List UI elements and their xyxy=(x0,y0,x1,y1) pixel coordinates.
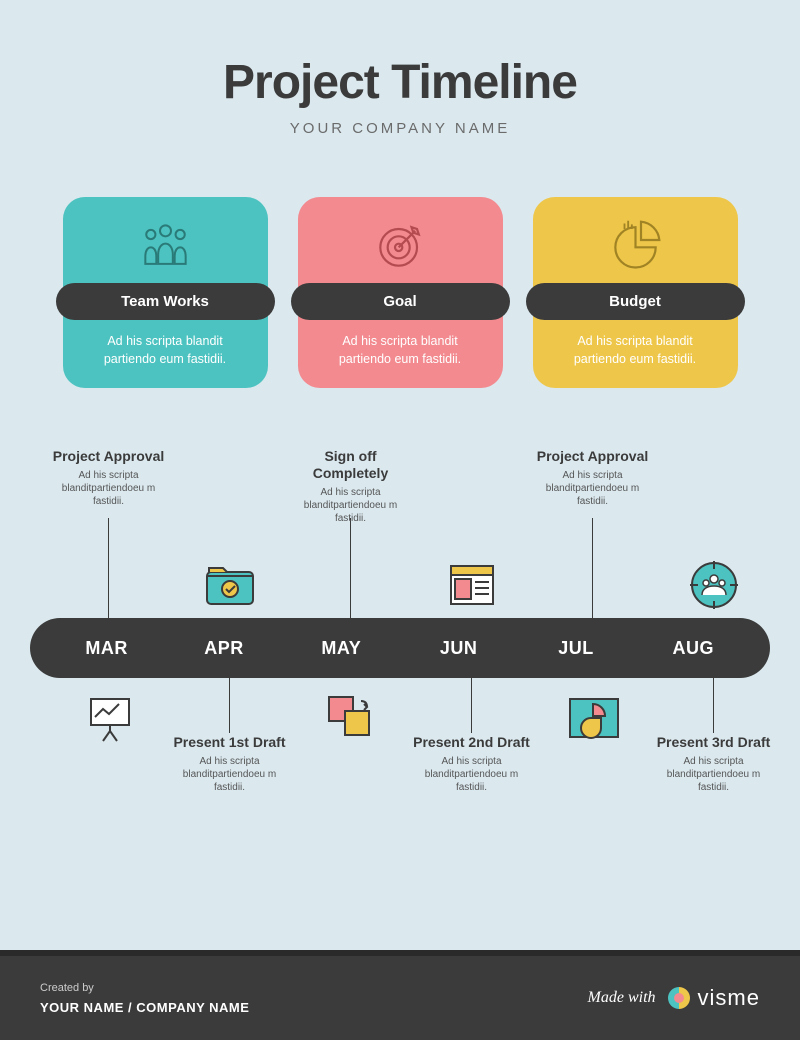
month-label: MAR xyxy=(48,638,165,659)
card-label: Budget xyxy=(526,283,745,320)
card-team-works: Team Works Ad his scripta blandit partie… xyxy=(63,197,268,388)
milestone-bottom: Present 2nd Draft Ad his scripta blandit… xyxy=(409,734,534,794)
card-desc: Ad his scripta blandit partiendo eum fas… xyxy=(78,332,253,368)
milestone-top: Project Approval Ad his scripta blanditp… xyxy=(46,448,171,508)
created-by-label: Created by xyxy=(40,982,249,994)
milestone-desc: Ad his scripta blanditpartiendoeu m fast… xyxy=(46,469,171,508)
document-icon xyxy=(444,560,499,610)
visme-icon xyxy=(666,985,692,1011)
easel-chart-icon xyxy=(82,693,137,743)
milestone-title: Present 1st Draft xyxy=(167,734,292,751)
milestone-title: Present 2nd Draft xyxy=(409,734,534,751)
pie-panel-icon xyxy=(566,693,621,743)
milestone-top: Project Approval Ad his scripta blanditp… xyxy=(530,448,655,508)
header: Project Timeline YOUR COMPANY NAME xyxy=(0,0,800,167)
target-icon xyxy=(313,215,488,275)
connector xyxy=(592,518,593,618)
milestone-desc: Ad his scripta blanditpartiendoeu m fast… xyxy=(288,486,413,525)
milestone-desc: Ad his scripta blanditpartiendoeu m fast… xyxy=(167,755,292,794)
card-label: Team Works xyxy=(56,283,275,320)
visme-logo: visme xyxy=(666,985,760,1011)
target-people-icon xyxy=(686,560,741,610)
connector xyxy=(108,518,109,618)
month-label: JUN xyxy=(400,638,517,659)
summary-cards: Team Works Ad his scripta blandit partie… xyxy=(0,167,800,388)
connector xyxy=(713,678,714,733)
connector xyxy=(229,678,230,733)
milestone-bottom: Present 1st Draft Ad his scripta blandit… xyxy=(167,734,292,794)
timeline: Project Approval Ad his scripta blanditp… xyxy=(30,448,770,828)
visme-text: visme xyxy=(698,985,760,1011)
footer: Created by YOUR NAME / COMPANY NAME Made… xyxy=(0,950,800,1040)
card-desc: Ad his scripta blandit partiendo eum fas… xyxy=(313,332,488,368)
piechart-icon xyxy=(548,215,723,275)
card-goal: Goal Ad his scripta blandit partiendo eu… xyxy=(298,197,503,388)
card-desc: Ad his scripta blandit partiendo eum fas… xyxy=(548,332,723,368)
milestone-desc: Ad his scripta blanditpartiendoeu m fast… xyxy=(530,469,655,508)
footer-brand: Made with visme xyxy=(588,985,760,1011)
connector xyxy=(471,678,472,733)
author-line: YOUR NAME / COMPANY NAME xyxy=(40,1000,249,1015)
milestone-top: Sign off Completely Ad his scripta bland… xyxy=(288,448,413,525)
made-with-label: Made with xyxy=(588,989,656,1007)
milestone-desc: Ad his scripta blanditpartiendoeu m fast… xyxy=(651,755,776,794)
milestone-title: Project Approval xyxy=(530,448,655,465)
people-icon xyxy=(78,215,253,275)
month-label: APR xyxy=(166,638,283,659)
milestone-title: Sign off Completely xyxy=(288,448,413,482)
milestone-title: Present 3rd Draft xyxy=(651,734,776,751)
footer-credits: Created by YOUR NAME / COMPANY NAME xyxy=(40,982,249,1015)
milestone-title: Project Approval xyxy=(46,448,171,465)
months-bar: MAR APR MAY JUN JUL AUG xyxy=(30,618,770,678)
card-label: Goal xyxy=(291,283,510,320)
month-label: MAY xyxy=(283,638,400,659)
connector xyxy=(350,518,351,618)
milestone-desc: Ad his scripta blanditpartiendoeu m fast… xyxy=(409,755,534,794)
month-label: AUG xyxy=(635,638,752,659)
page-subtitle: YOUR COMPANY NAME xyxy=(20,120,780,137)
month-label: JUL xyxy=(518,638,635,659)
card-budget: Budget Ad his scripta blandit partiendo … xyxy=(533,197,738,388)
overlap-squares-icon xyxy=(324,693,379,743)
page-title: Project Timeline xyxy=(20,55,780,110)
folder-check-icon xyxy=(202,560,257,610)
milestone-bottom: Present 3rd Draft Ad his scripta blandit… xyxy=(651,734,776,794)
